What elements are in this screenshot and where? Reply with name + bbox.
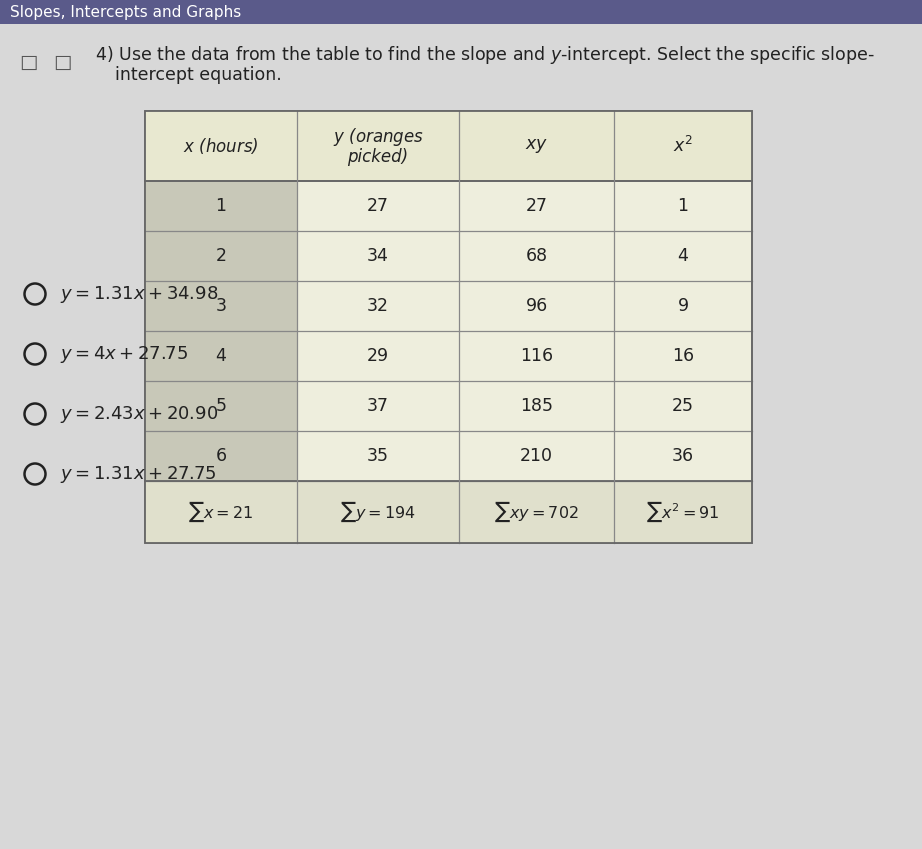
Text: 210: 210 <box>520 447 553 465</box>
Text: $\sum xy = 702$: $\sum xy = 702$ <box>494 500 579 524</box>
Text: □: □ <box>18 53 37 71</box>
Bar <box>145 111 752 543</box>
Bar <box>145 231 297 281</box>
Bar <box>145 481 752 543</box>
Text: 36: 36 <box>672 447 694 465</box>
Text: 1: 1 <box>216 197 227 215</box>
Text: □: □ <box>53 53 71 71</box>
Text: 3: 3 <box>216 297 227 315</box>
Bar <box>145 181 297 231</box>
Text: $x$ (hours): $x$ (hours) <box>183 136 259 156</box>
Text: 4: 4 <box>678 247 689 265</box>
Bar <box>145 111 752 543</box>
Text: 1: 1 <box>678 197 689 215</box>
Text: 5: 5 <box>216 397 227 415</box>
Bar <box>145 111 752 181</box>
Text: $\sum x^2 = 91$: $\sum x^2 = 91$ <box>646 500 720 524</box>
Text: $y = 1.31x + 34.98$: $y = 1.31x + 34.98$ <box>60 284 219 305</box>
Text: $y = 2.43x + 20.90$: $y = 2.43x + 20.90$ <box>60 403 219 424</box>
Text: intercept equation.: intercept equation. <box>115 66 282 84</box>
Text: 35: 35 <box>367 447 389 465</box>
Text: $\sum x = 21$: $\sum x = 21$ <box>188 500 254 524</box>
Text: 29: 29 <box>367 347 389 365</box>
Text: 27: 27 <box>526 197 548 215</box>
Text: 34: 34 <box>367 247 389 265</box>
Text: $xy$: $xy$ <box>525 137 548 155</box>
Text: 27: 27 <box>367 197 389 215</box>
Text: 9: 9 <box>678 297 689 315</box>
Text: picked): picked) <box>348 148 408 166</box>
Text: 116: 116 <box>520 347 553 365</box>
Text: $y = 4x + 27.75$: $y = 4x + 27.75$ <box>60 344 188 364</box>
Text: 6: 6 <box>216 447 227 465</box>
Text: $x^2$: $x^2$ <box>673 136 693 156</box>
Text: 185: 185 <box>520 397 553 415</box>
Text: 4: 4 <box>216 347 227 365</box>
Bar <box>0 0 922 24</box>
Bar <box>145 331 297 381</box>
Text: 96: 96 <box>526 297 548 315</box>
Text: 68: 68 <box>526 247 548 265</box>
Text: $y$ (oranges: $y$ (oranges <box>333 126 423 148</box>
Text: 2: 2 <box>216 247 227 265</box>
Bar <box>145 431 297 481</box>
Text: 32: 32 <box>367 297 389 315</box>
Text: Slopes, Intercepts and Graphs: Slopes, Intercepts and Graphs <box>10 4 242 20</box>
Bar <box>145 281 297 331</box>
Text: 37: 37 <box>367 397 389 415</box>
Text: 16: 16 <box>672 347 694 365</box>
Text: $y = 1.31x + 27.75$: $y = 1.31x + 27.75$ <box>60 464 217 485</box>
Text: 25: 25 <box>672 397 694 415</box>
Text: 4) Use the data from the table to find the slope and $y$-intercept. Select the s: 4) Use the data from the table to find t… <box>95 44 875 66</box>
Text: $\sum y = 194$: $\sum y = 194$ <box>340 500 416 524</box>
Bar <box>145 381 297 431</box>
